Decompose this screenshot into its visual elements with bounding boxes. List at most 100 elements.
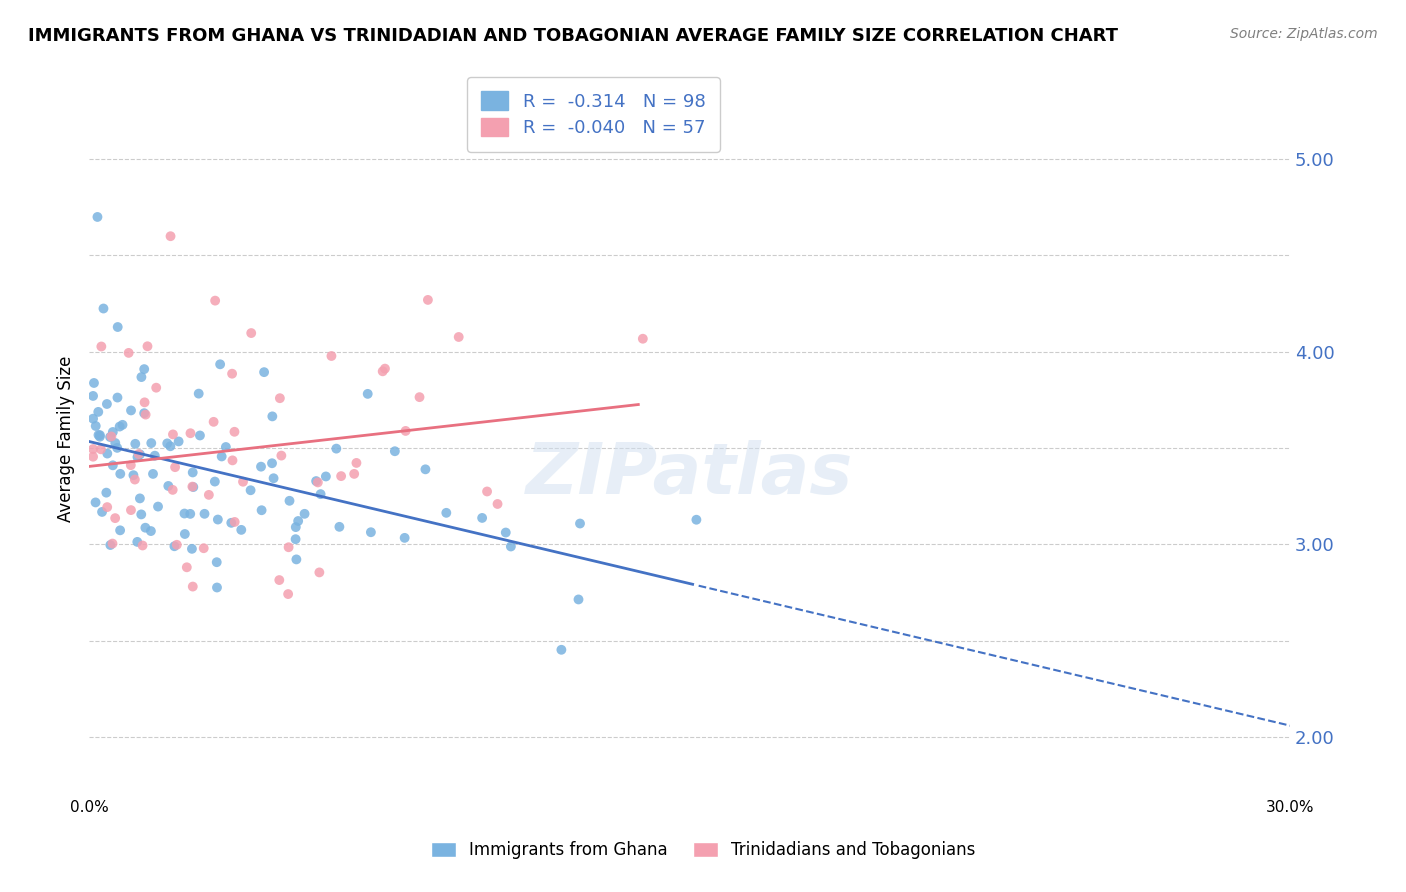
Point [96,397,118,411]
Point [240,326,263,340]
Point [181,480,204,494]
Point [567,592,589,607]
Point [179,507,201,521]
Point [294,507,316,521]
Point [120,503,142,517]
Point [118,346,141,360]
Point [193,541,215,556]
Point [82,389,104,403]
Point [309,487,332,501]
Point [231,523,253,537]
Point [143,449,166,463]
Point [120,458,142,472]
Point [96,500,118,515]
Point [284,520,307,534]
Point [486,497,509,511]
Point [499,540,522,554]
Point [193,507,215,521]
Point [124,437,146,451]
Point [394,531,416,545]
Point [167,434,190,449]
Point [122,468,145,483]
Point [415,462,437,476]
Point [107,391,129,405]
Point [471,511,494,525]
Point [262,409,284,424]
Point [253,365,276,379]
Point [330,469,353,483]
Point [224,425,246,439]
Point [145,381,167,395]
Point [135,408,157,422]
Point [157,479,180,493]
Point [239,483,262,498]
Point [83,376,105,390]
Point [162,427,184,442]
Point [107,320,129,334]
Point [105,441,128,455]
Point [134,362,156,376]
Point [110,467,132,481]
Point [129,508,152,522]
Point [263,471,285,485]
Text: IMMIGRANTS FROM GHANA VS TRINIDADIAN AND TOBAGONIAN AVERAGE FAMILY SIZE CORRELAT: IMMIGRANTS FROM GHANA VS TRINIDADIAN AND… [28,27,1118,45]
Point [475,484,498,499]
Point [207,512,229,526]
Point [82,450,104,464]
Point [131,539,153,553]
Point [104,436,127,450]
Text: Source: ZipAtlas.com: Source: ZipAtlas.com [1230,27,1378,41]
Point [325,442,347,456]
Point [550,642,572,657]
Point [277,540,299,554]
Point [156,436,179,450]
Point [224,515,246,529]
Point [211,450,233,464]
Point [305,474,328,488]
Point [96,485,118,500]
Text: ZIPatlas: ZIPatlas [526,440,853,508]
Point [270,449,292,463]
Point [215,440,238,454]
Point [198,488,221,502]
Point [104,511,127,525]
Point [129,491,152,506]
Point [176,560,198,574]
Point [250,459,273,474]
Point [631,332,654,346]
Point [179,426,201,441]
Point [159,439,181,453]
Point [685,513,707,527]
Point [98,538,121,552]
Point [108,419,131,434]
Point [384,444,406,458]
Point [181,580,204,594]
Point [205,581,228,595]
Point [82,442,104,456]
Point [232,475,254,489]
Point [146,500,169,514]
Point [127,450,149,464]
Point [134,521,156,535]
Point [84,419,107,434]
Point [202,415,225,429]
Point [371,364,394,378]
Point [307,475,329,490]
Point [89,430,111,444]
Point [127,534,149,549]
Point [204,293,226,308]
Point [163,539,186,553]
Point [90,339,112,353]
Legend: R =  -0.314   N = 98, R =  -0.040   N = 57: R = -0.314 N = 98, R = -0.040 N = 57 [467,77,720,152]
Point [128,447,150,461]
Point [181,466,204,480]
Point [100,429,122,443]
Point [250,503,273,517]
Point [187,386,209,401]
Point [136,339,159,353]
Point [569,516,592,531]
Point [285,552,308,566]
Point [209,357,232,371]
Point [447,330,470,344]
Point [357,387,380,401]
